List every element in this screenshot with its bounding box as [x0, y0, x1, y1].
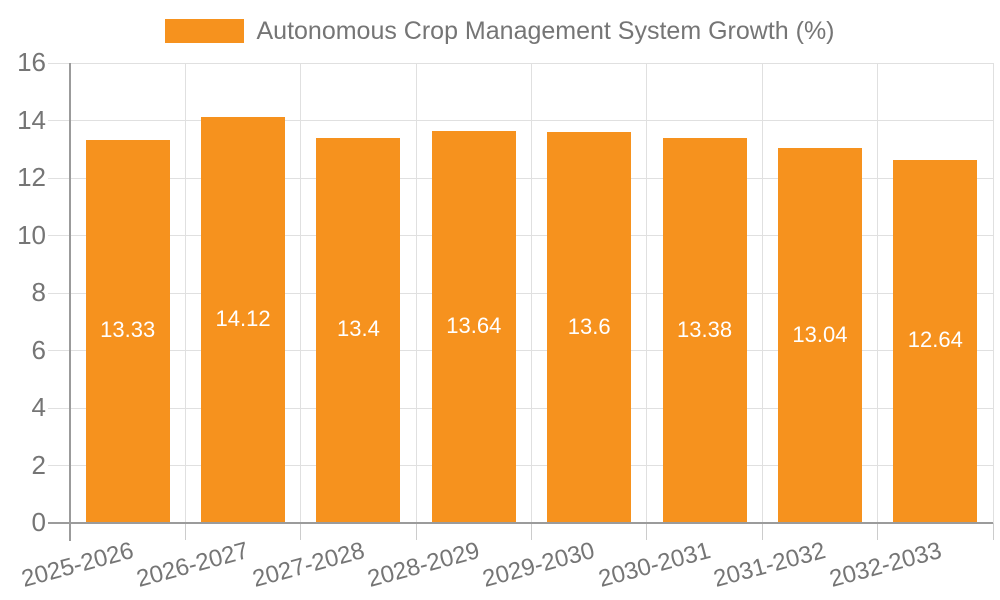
gridline-horizontal — [48, 120, 993, 121]
gridline-vertical — [877, 63, 879, 523]
bar — [893, 159, 978, 523]
bar — [201, 117, 286, 523]
bar-value-label: 13.6 — [567, 313, 611, 339]
legend: Autonomous Crop Management System Growth… — [0, 17, 1000, 45]
y-axis-tick-label: 12 — [17, 162, 46, 192]
x-axis-line — [48, 522, 993, 524]
x-axis-tick-label: 2025-2026 — [18, 537, 137, 593]
x-axis-tick — [646, 523, 648, 540]
bar-value-label: 12.64 — [907, 327, 963, 353]
gridline-horizontal — [48, 235, 993, 236]
x-axis-tick-label: 2029-2030 — [480, 537, 598, 593]
bar — [547, 132, 632, 523]
y-axis-tick-label: 10 — [17, 219, 46, 250]
x-axis-tick — [761, 523, 763, 540]
x-axis-tick-label: 2028-2029 — [364, 537, 483, 593]
gridline-vertical — [184, 63, 186, 523]
y-axis-tick-label: 2 — [31, 449, 46, 480]
bar-value-label: 13.04 — [792, 321, 848, 347]
gridline-vertical — [992, 63, 994, 523]
gridline-horizontal — [48, 465, 993, 466]
y-axis-tick-label: 6 — [31, 334, 46, 365]
x-axis-tick-label: 2032-2033 — [826, 537, 945, 593]
bar — [777, 148, 862, 523]
legend-swatch — [165, 19, 245, 43]
gridline-vertical — [415, 63, 417, 523]
x-axis-tick — [531, 523, 532, 540]
x-axis-tick-label: 2031-2032 — [710, 537, 829, 593]
x-axis-tick — [877, 523, 879, 540]
bar-value-label: 13.38 — [677, 316, 733, 342]
bar-value-label: 13.4 — [337, 316, 380, 342]
gridline-vertical — [761, 63, 763, 523]
gridline-horizontal — [48, 62, 993, 64]
gridline-horizontal — [48, 350, 993, 351]
y-axis-tick-label: 14 — [17, 104, 46, 135]
bar — [316, 137, 401, 523]
x-axis-tick-label: 2030-2031 — [595, 537, 714, 593]
x-axis-tick — [184, 523, 186, 540]
gridline-vertical — [300, 63, 302, 523]
x-axis-tick — [415, 523, 417, 540]
gridline-vertical — [531, 63, 532, 523]
gridline-horizontal — [48, 407, 993, 409]
gridline-horizontal — [48, 292, 993, 294]
bar-value-label: 14.12 — [215, 306, 271, 332]
gridline-vertical — [646, 63, 648, 523]
bar — [662, 138, 747, 523]
bar — [85, 139, 170, 523]
y-axis-tick-label: 0 — [31, 507, 46, 537]
x-axis-tick — [300, 523, 302, 540]
gridline-horizontal — [48, 177, 993, 179]
x-axis-tick-label: 2027-2028 — [249, 537, 368, 593]
bar-value-label: 13.33 — [100, 317, 156, 343]
bar-value-label: 13.64 — [446, 312, 502, 338]
bar — [431, 130, 516, 523]
y-axis-tick-label: 16 — [17, 47, 46, 77]
y-axis-tick-label: 8 — [31, 277, 46, 307]
x-axis-tick — [992, 523, 994, 540]
y-axis-tick-label: 4 — [31, 392, 46, 422]
x-axis-tick-label: 2026-2027 — [133, 537, 252, 593]
legend-label: Autonomous Crop Management System Growth… — [256, 17, 835, 45]
y-axis-line — [69, 63, 71, 541]
